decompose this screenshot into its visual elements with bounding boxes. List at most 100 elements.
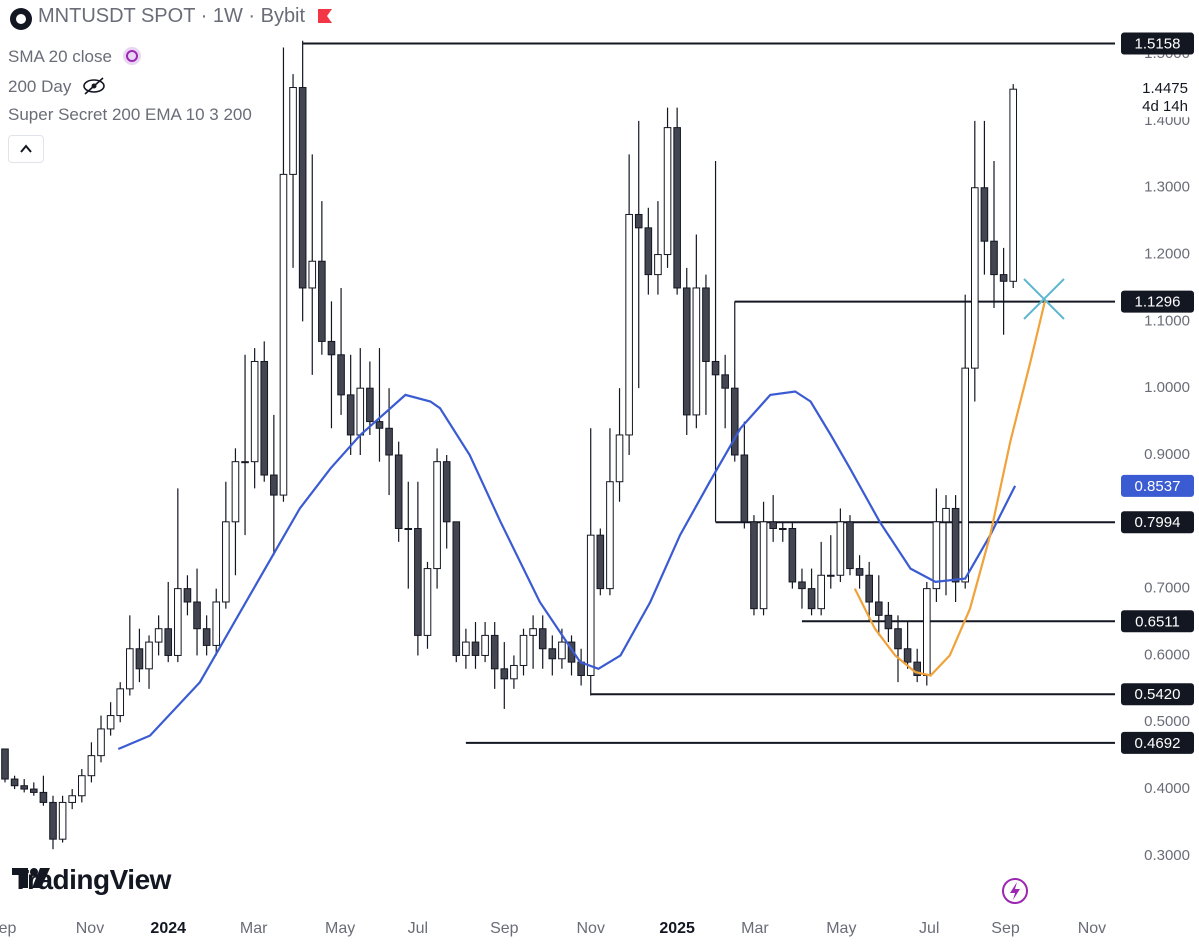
candle-body bbox=[250, 360, 259, 463]
candle-body bbox=[538, 628, 547, 650]
indicator-label: 200 Day bbox=[8, 77, 72, 96]
candle-body bbox=[29, 788, 38, 793]
flag-icon[interactable] bbox=[317, 8, 333, 24]
price-label: 1.5158 bbox=[1135, 36, 1181, 53]
candle-body bbox=[279, 173, 288, 496]
candle-body bbox=[20, 785, 28, 790]
candle-body bbox=[423, 568, 432, 636]
candle-body bbox=[529, 628, 537, 636]
price-label: 1.1296 bbox=[1135, 294, 1181, 311]
candle-body bbox=[481, 634, 489, 656]
y-tick-label: 1.3000 bbox=[1144, 179, 1190, 196]
candle-body bbox=[154, 628, 163, 643]
candle-body bbox=[961, 367, 970, 583]
candle-body bbox=[346, 394, 355, 436]
hidden-icon bbox=[83, 77, 105, 95]
candle-body bbox=[318, 260, 326, 342]
candle-body bbox=[644, 227, 653, 276]
candle-body bbox=[462, 641, 470, 656]
indicator[interactable]: Super Secret 200 EMA 10 3 200 bbox=[8, 105, 252, 125]
current-price: 1.4475 bbox=[1142, 80, 1188, 97]
y-tick-label: 1.1000 bbox=[1144, 312, 1190, 329]
candle-body bbox=[471, 641, 480, 656]
indicator-icon bbox=[122, 47, 141, 65]
candle-body bbox=[606, 481, 614, 590]
cross-marker bbox=[1023, 278, 1065, 320]
candle-body bbox=[807, 588, 816, 610]
candle-body bbox=[298, 87, 307, 289]
indicator-label: Super Secret 200 EMA 10 3 200 bbox=[8, 105, 252, 124]
candle-body bbox=[903, 648, 912, 663]
candle-body bbox=[798, 581, 806, 590]
candle-body bbox=[846, 521, 854, 570]
x-tick-label: Mar bbox=[240, 920, 268, 937]
candle-body bbox=[106, 715, 115, 730]
candle-body bbox=[788, 527, 797, 583]
candle-body bbox=[971, 187, 979, 369]
candle-body bbox=[692, 287, 701, 416]
bolt-icon bbox=[1002, 878, 1028, 904]
candle-body bbox=[49, 801, 57, 840]
indicator-line bbox=[117, 390, 1017, 751]
y-tick-label: 1.2000 bbox=[1144, 246, 1190, 263]
indicator-line bbox=[853, 301, 1046, 677]
indicator[interactable]: 200 Day bbox=[8, 72, 105, 97]
candle-body bbox=[1009, 88, 1018, 282]
candle-body bbox=[135, 648, 144, 670]
x-tick-label: May bbox=[826, 920, 856, 937]
candle-body bbox=[308, 260, 317, 289]
candle-body bbox=[68, 795, 77, 803]
indicator-label: SMA 20 close bbox=[8, 47, 112, 66]
symbol-icon bbox=[10, 8, 32, 30]
candle-body bbox=[356, 387, 365, 436]
sma-label: 0.8537 bbox=[1135, 478, 1181, 495]
candle-body bbox=[682, 287, 691, 416]
price-label-box bbox=[1121, 683, 1194, 706]
candle-body bbox=[654, 254, 662, 276]
candle-body bbox=[990, 240, 998, 276]
countdown: 4d 14h bbox=[1142, 98, 1188, 115]
candle-body bbox=[596, 534, 605, 590]
candle-body bbox=[145, 641, 153, 670]
indicator[interactable]: SMA 20 close bbox=[8, 40, 141, 67]
candle-body bbox=[922, 588, 931, 676]
candle-body bbox=[548, 648, 557, 660]
y-tick-label: 1.0000 bbox=[1144, 379, 1190, 396]
price-label-box bbox=[1121, 290, 1194, 313]
candle-body bbox=[222, 521, 230, 603]
candle-body bbox=[615, 434, 624, 483]
collapse-button[interactable] bbox=[8, 135, 44, 163]
candle-body bbox=[442, 461, 451, 523]
candle-body bbox=[126, 648, 134, 690]
candle-body bbox=[289, 87, 297, 175]
candle-body bbox=[164, 628, 173, 656]
x-tick-label: May bbox=[325, 920, 355, 937]
candle-body bbox=[855, 568, 864, 576]
candle-body bbox=[231, 461, 240, 523]
candle-body bbox=[327, 340, 336, 356]
candle-body bbox=[212, 601, 221, 646]
x-tick-label: 2024 bbox=[150, 920, 186, 937]
y-tick-label: 0.3000 bbox=[1144, 847, 1190, 864]
candle-body bbox=[270, 474, 278, 496]
candle-body bbox=[202, 628, 211, 646]
x-tick-label: Sep bbox=[490, 920, 519, 937]
candle-body bbox=[874, 601, 883, 616]
candle-body bbox=[817, 574, 825, 610]
x-tick-label: Jul bbox=[919, 920, 939, 937]
candle-body bbox=[452, 521, 461, 656]
x-tick-label: Nov bbox=[576, 920, 604, 937]
candle-body bbox=[366, 387, 374, 423]
y-tick-label: 0.9000 bbox=[1144, 446, 1190, 463]
x-tick-label: Nov bbox=[76, 920, 104, 937]
candle-body bbox=[586, 534, 595, 676]
price-label: 0.6511 bbox=[1135, 613, 1180, 630]
candle-body bbox=[510, 664, 518, 680]
candle-body bbox=[778, 527, 787, 530]
symbol-text: MNTUSDT SPOT · 1W · Bybit bbox=[38, 5, 306, 27]
candle-body bbox=[913, 661, 921, 676]
candle-body bbox=[567, 641, 576, 663]
candle-body bbox=[490, 634, 499, 670]
